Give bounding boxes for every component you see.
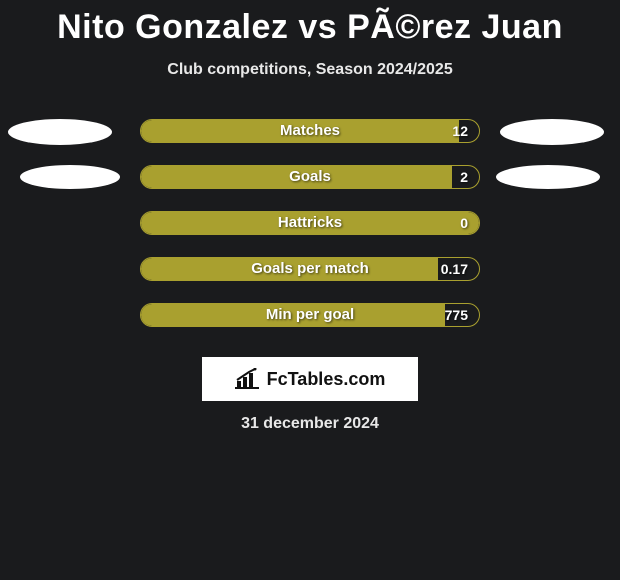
stat-bar-fill <box>141 258 438 280</box>
stat-bar <box>140 303 480 327</box>
page-subtitle: Club competitions, Season 2024/2025 <box>0 61 620 79</box>
stat-bar-fill <box>141 166 452 188</box>
player-marker-right <box>500 119 604 145</box>
stat-bar <box>140 211 480 235</box>
stat-bar <box>140 257 480 281</box>
player-marker-right <box>496 165 600 189</box>
stat-bar <box>140 119 480 143</box>
brand-logo-box[interactable]: FcTables.com <box>202 357 418 401</box>
stat-row: Min per goal775 <box>0 303 620 349</box>
stats-block: Matches12Goals2Hattricks0Goals per match… <box>0 119 620 349</box>
page-root: Nito Gonzalez vs PÃ©rez Juan Club compet… <box>0 0 620 580</box>
stat-bar-fill <box>141 120 459 142</box>
stat-row: Hattricks0 <box>0 211 620 257</box>
stat-bar <box>140 165 480 189</box>
stat-bar-fill <box>141 304 445 326</box>
page-title: Nito Gonzalez vs PÃ©rez Juan <box>0 0 620 47</box>
stat-row: Goals2 <box>0 165 620 211</box>
chart-icon <box>235 368 261 390</box>
stat-bar-fill <box>141 212 479 234</box>
player-marker-left <box>8 119 112 145</box>
brand-text: FcTables.com <box>267 369 386 390</box>
stat-row: Goals per match0.17 <box>0 257 620 303</box>
footer-date: 31 december 2024 <box>0 415 620 433</box>
stat-row: Matches12 <box>0 119 620 165</box>
player-marker-left <box>20 165 120 189</box>
